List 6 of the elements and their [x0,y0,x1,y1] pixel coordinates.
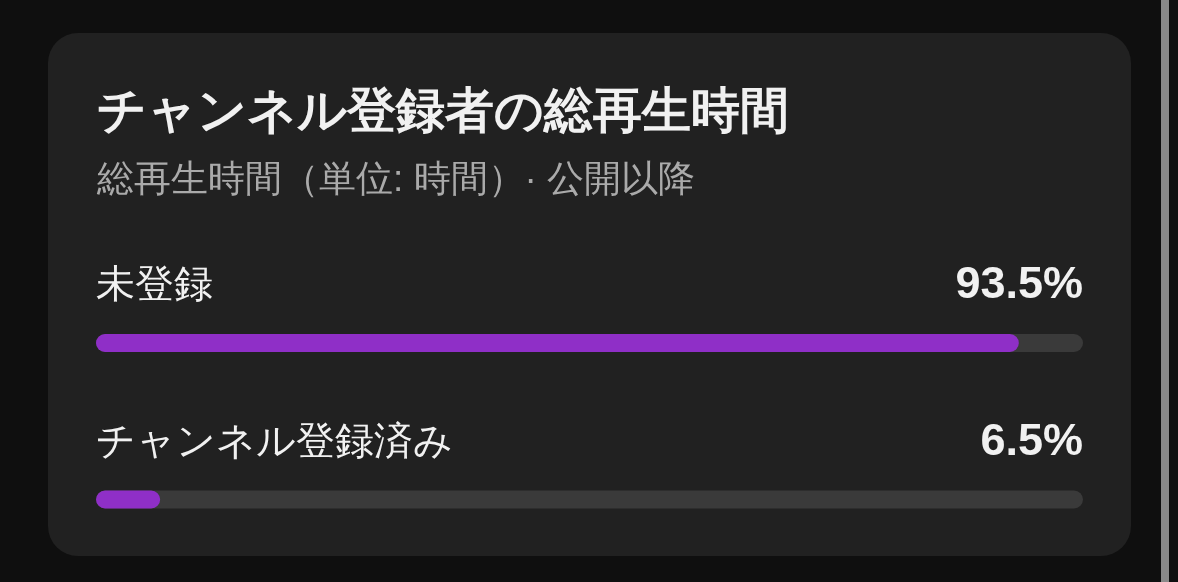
y-tick-label: チャンネル登録済み [96,418,453,461]
data-label: 93.5% [955,256,1083,308]
chart-subtitle: 総再生時間（単位: 時間）· 公開以降 [97,158,696,200]
y-tick-label: 未登録 [96,261,213,305]
chart-title: チャンネル登録者の総再生時間 [97,82,789,139]
data-label: 6.5% [980,413,1083,464]
